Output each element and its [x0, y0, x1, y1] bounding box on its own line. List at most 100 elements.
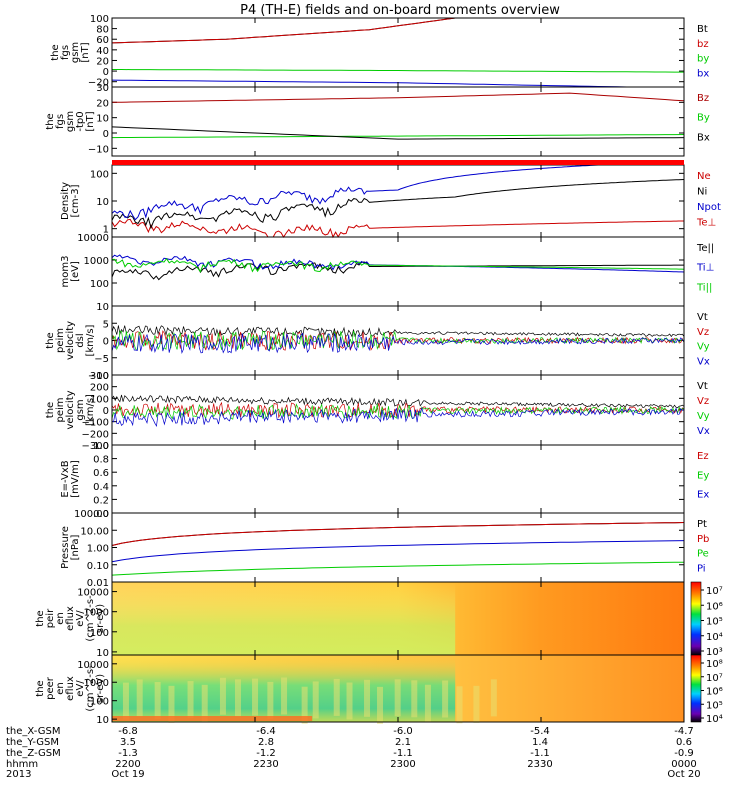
spectrogram-stripe: [281, 677, 288, 715]
y-label-line: peir: [45, 608, 56, 628]
red-separator: [112, 160, 684, 165]
legend-Pt: Pt: [697, 519, 707, 530]
colorbar-tick-label: 10⁶: [706, 601, 723, 612]
legend-Te||: Te||: [696, 243, 714, 254]
legend-Vt: Vt: [697, 381, 708, 392]
y-tick-label: 300: [90, 371, 109, 382]
y-label-line: the: [35, 680, 46, 696]
spectrogram-stripe: [411, 680, 418, 718]
panel-8: 100.00 10.00 1.00 0.10 0.01 Pressure [nPa] Pt Pb…: [60, 509, 709, 589]
y-axis-label: the peim velocity dsl [km/s]: [45, 321, 96, 360]
legend-Vx: Vx: [697, 426, 710, 437]
y-tick-label: 30: [96, 83, 109, 94]
y-tick-label: 0.2: [93, 495, 109, 506]
xaxis-value: -1.1: [393, 748, 413, 759]
y-tick-label: 0.0: [93, 509, 109, 520]
series-line-Vt: [111, 325, 685, 338]
series-line-Vz: [111, 401, 685, 419]
legend-Pb: Pb: [697, 534, 709, 545]
y-tick-label: 0.4: [93, 482, 109, 493]
y-tick-label: −20: [88, 78, 109, 89]
y-label-line: sr-eV): [95, 604, 106, 633]
legend-Ex: Ex: [697, 490, 709, 501]
y-label-line: velocity: [65, 321, 76, 360]
legend-Ti⊥: Ti⊥: [696, 263, 714, 274]
spectrogram-stripe: [364, 679, 371, 717]
spectrogram-stripe: [219, 677, 226, 715]
y-label-line: mom3: [60, 256, 71, 288]
xaxis-value: Oct 20: [667, 769, 700, 780]
xaxis-value: Oct 19: [111, 769, 144, 780]
xaxis-value: 2200: [115, 759, 140, 770]
y-tick-label: 0.8: [93, 455, 109, 466]
y-label-line: en: [55, 682, 66, 695]
series-line-by: [112, 69, 684, 73]
xaxis-value: 2330: [527, 759, 552, 770]
panel-frame: [111, 164, 685, 238]
spectrogram-stripe: [394, 679, 401, 717]
y-label-line: -tp0: [75, 111, 86, 131]
xaxis-row-label: the_Z-GSM: [6, 748, 61, 759]
y-label-line: sr-eV): [95, 674, 106, 703]
y-tick-label: 1.00: [87, 544, 109, 555]
legend-bz: bz: [697, 39, 709, 50]
y-tick-label: 0: [103, 129, 109, 140]
panel-9: 10⁷ 10⁶ 10⁵ 10⁴ 10³ 10000 1000 100 10 the peir en ef…: [35, 581, 723, 659]
legend-Bx: Bx: [697, 132, 710, 143]
y-label-line: [km/s]: [85, 324, 96, 356]
y-tick-label: −10: [88, 144, 109, 155]
y-label-line: fgs: [55, 114, 66, 129]
y-tick-label: 10: [96, 197, 109, 208]
y-tick-label: 60: [96, 35, 109, 46]
panel-3: 100 10 1 Density [cm-3] Ne Ni Npot Te⊥: [60, 164, 721, 239]
panel-frame: [111, 17, 685, 88]
y-label-line: en: [55, 612, 66, 625]
y-tick-label: 10000: [77, 660, 109, 671]
y-label-line: gsm: [75, 399, 86, 420]
y-axis-label: the peim velocity gsm [km/s]: [45, 390, 96, 429]
y-label-line: eflux: [65, 676, 76, 701]
y-label-line: [mV/m]: [70, 460, 81, 498]
spectrogram-stripe: [267, 681, 274, 719]
series-line-Ti||: [112, 257, 685, 273]
spectrogram-stripe: [312, 681, 319, 719]
y-tick-label: 0: [103, 406, 109, 417]
series-line-Vx: [111, 406, 685, 428]
y-tick-label: 100.00: [74, 509, 109, 520]
series-line-Vy: [111, 330, 685, 351]
y-label-line: [cm-3]: [70, 184, 81, 217]
y-label-line: dsl: [75, 333, 86, 347]
y-axis-label: the fgs gsm -tp0 [nT]: [45, 111, 96, 132]
y-label-line: gsm: [65, 111, 76, 132]
xaxis-row-label: the_X-GSM: [6, 726, 60, 737]
panel-10: 10⁸ 10⁷ 10⁶ 10⁵ 10⁴ 10000 1000 100 10 the peer en ef…: [35, 654, 723, 726]
y-tick-label: 0: [103, 67, 109, 78]
y-tick-label: 0: [103, 337, 109, 348]
y-tick-label: 1: [103, 225, 109, 236]
y-label-line: Pressure: [60, 526, 71, 569]
y-label-line: (cm^2-s-: [85, 665, 96, 712]
xaxis-value: -6.0: [393, 726, 413, 737]
y-label-line: E=-VxB: [60, 460, 71, 497]
y-tick-label: 1000: [84, 256, 109, 267]
spectrogram-stripe: [252, 678, 259, 716]
y-tick-label: 10: [96, 302, 109, 313]
spectrogram-stripe: [301, 686, 308, 724]
colorbar: [690, 654, 702, 723]
spectrogram-stripe: [122, 682, 129, 720]
panel-2: 30 20 10 0 −10 the fgs gsm -tp0 [nT] Bz By Bx: [45, 83, 710, 157]
series-line-Bz: [111, 92, 685, 103]
y-tick-label: 1.0: [93, 441, 109, 452]
y-tick-label: 0.10: [87, 561, 109, 572]
colorbar-tick-label: 10⁸: [706, 659, 723, 670]
xaxis-value: -5.4: [530, 726, 550, 737]
series-line-By: [111, 134, 685, 139]
colorbar: [690, 581, 702, 656]
y-tick-label: 1000: [84, 678, 109, 689]
legend-Npot: Npot: [697, 202, 721, 213]
legend-Vz: Vz: [697, 327, 709, 338]
xaxis-value: 0000: [671, 759, 696, 770]
y-tick-label: −300: [82, 441, 109, 452]
